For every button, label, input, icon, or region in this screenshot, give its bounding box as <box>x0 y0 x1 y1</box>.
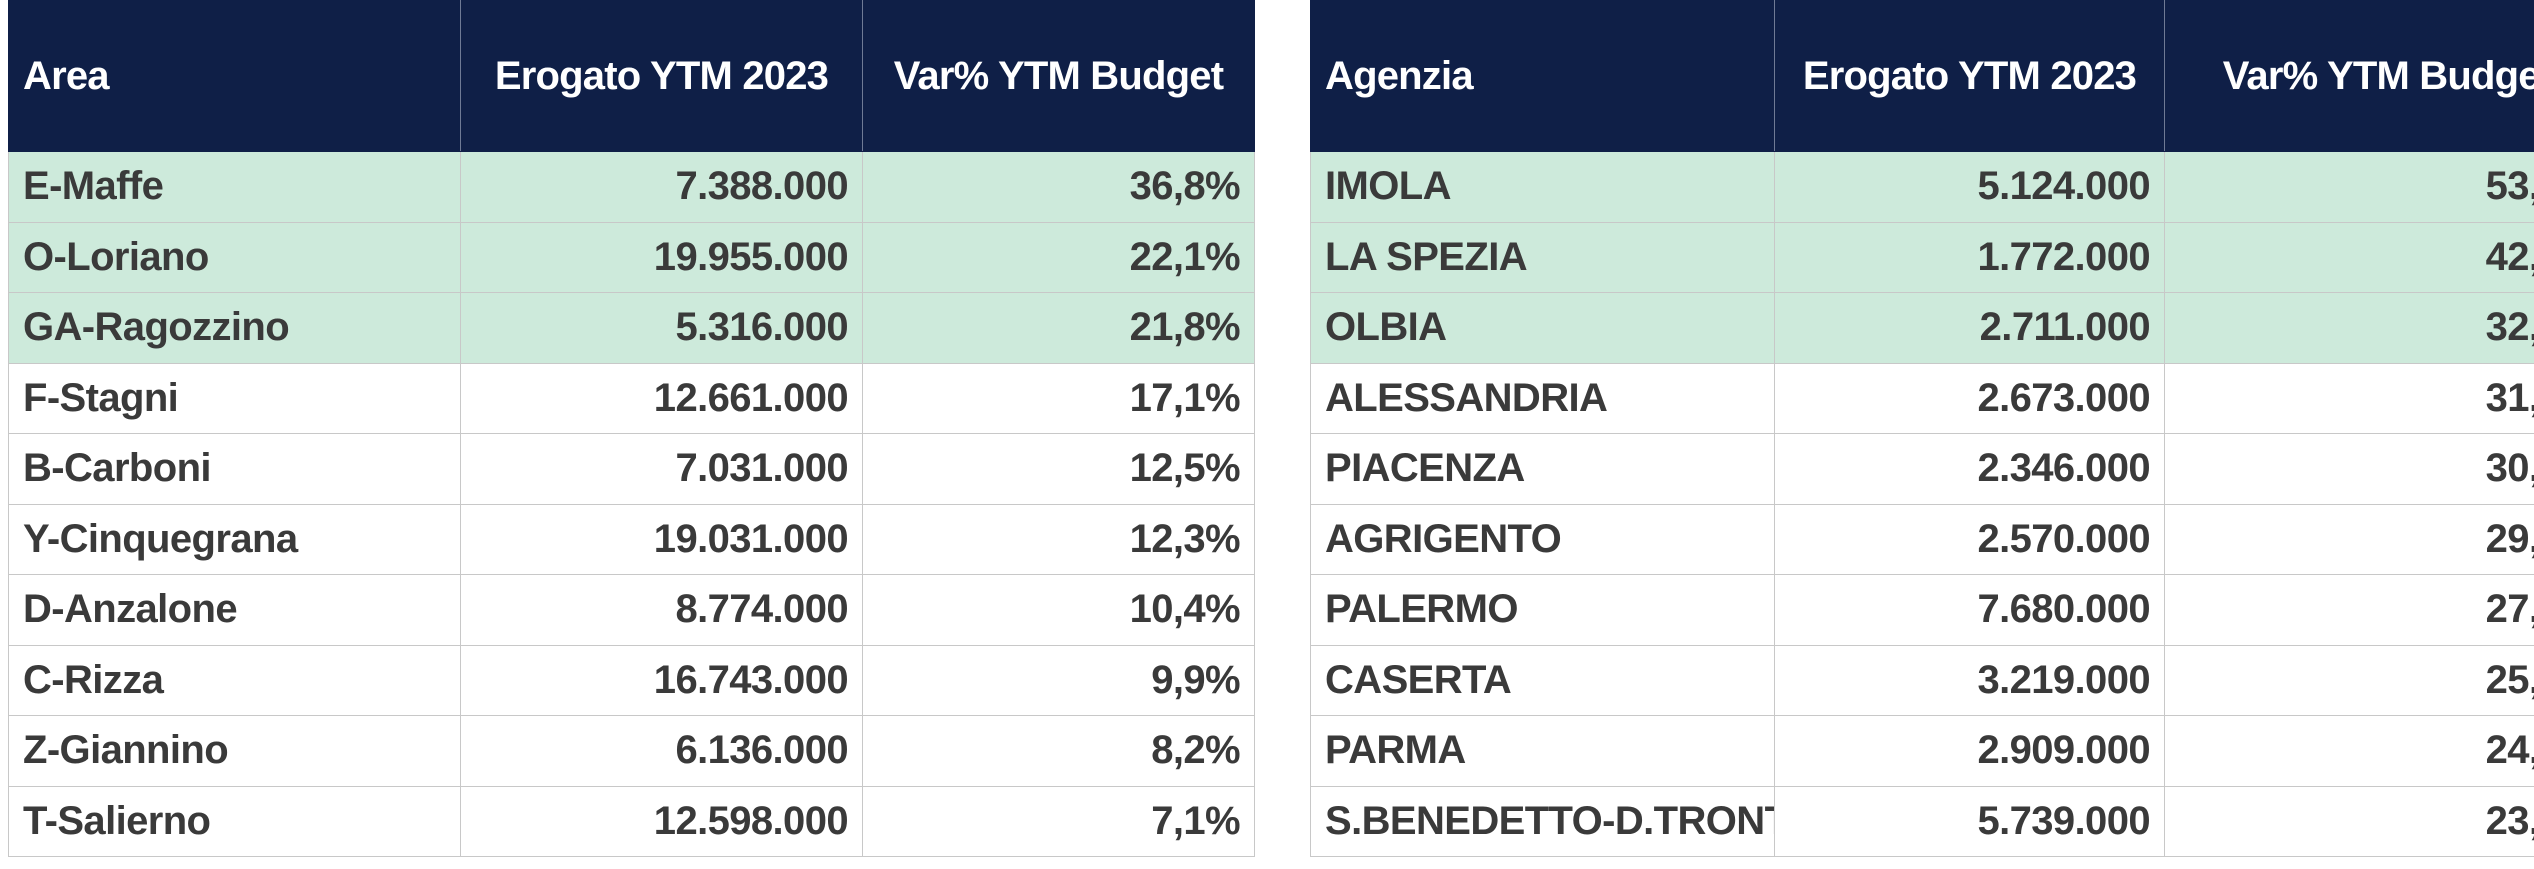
row-name-cell: AGRIGENTO <box>1310 503 1775 575</box>
row-var-cell: 12,5% <box>862 433 1255 505</box>
row-var-cell: 32,1% <box>2164 292 2534 364</box>
table-row: Y-Cinquegrana 19.031.000 12,3% <box>8 503 1255 575</box>
table-row: D-Anzalone 8.774.000 10,4% <box>8 574 1255 646</box>
row-erogato-cell: 5.316.000 <box>460 292 863 364</box>
row-erogato-cell: 19.955.000 <box>460 221 863 293</box>
agenzia-table: Agenzia Erogato YTM 2023 Var% YTM Budget… <box>1310 0 2534 857</box>
row-erogato-cell: 19.031.000 <box>460 503 863 575</box>
row-erogato-cell: 7.680.000 <box>1774 574 2165 646</box>
row-name-cell: PARMA <box>1310 715 1775 787</box>
table-row: C-Rizza 16.743.000 9,9% <box>8 644 1255 716</box>
row-var-cell: 31,7% <box>2164 362 2534 434</box>
row-name-cell: PALERMO <box>1310 574 1775 646</box>
table-row: Z-Giannino 6.136.000 8,2% <box>8 715 1255 787</box>
header-var-budget: Var% YTM Budget <box>862 0 1255 152</box>
row-erogato-cell: 1.772.000 <box>1774 221 2165 293</box>
row-erogato-cell: 6.136.000 <box>460 715 863 787</box>
row-var-cell: 17,1% <box>862 362 1255 434</box>
header-var-budget: Var% YTM Budget <box>2164 0 2534 152</box>
row-var-cell: 9,9% <box>862 644 1255 716</box>
row-var-cell: 42,8% <box>2164 221 2534 293</box>
table-row: B-Carboni 7.031.000 12,5% <box>8 433 1255 505</box>
row-erogato-cell: 2.346.000 <box>1774 433 2165 505</box>
row-name-cell: C-Rizza <box>8 644 461 716</box>
row-name-cell: IMOLA <box>1310 151 1775 223</box>
header-area: Area <box>8 0 461 152</box>
row-erogato-cell: 2.673.000 <box>1774 362 2165 434</box>
row-name-cell: O-Loriano <box>8 221 461 293</box>
row-erogato-cell: 8.774.000 <box>460 574 863 646</box>
row-name-cell: Z-Giannino <box>8 715 461 787</box>
table-row: F-Stagni 12.661.000 17,1% <box>8 362 1255 434</box>
row-name-cell: PIACENZA <box>1310 433 1775 505</box>
row-var-cell: 25,1% <box>2164 644 2534 716</box>
row-name-cell: D-Anzalone <box>8 574 461 646</box>
row-var-cell: 7,1% <box>862 785 1255 857</box>
table-row: E-Maffe 7.388.000 36,8% <box>8 151 1255 223</box>
row-erogato-cell: 3.219.000 <box>1774 644 2165 716</box>
row-erogato-cell: 12.661.000 <box>460 362 863 434</box>
row-var-cell: 12,3% <box>862 503 1255 575</box>
header-row: Agenzia Erogato YTM 2023 Var% YTM Budget <box>1310 0 2534 152</box>
row-name-cell: OLBIA <box>1310 292 1775 364</box>
row-var-cell: 10,4% <box>862 574 1255 646</box>
table-row: GA-Ragozzino 5.316.000 21,8% <box>8 292 1255 364</box>
row-name-cell: S.BENEDETTO-D.TRONTO <box>1310 785 1775 857</box>
row-erogato-cell: 12.598.000 <box>460 785 863 857</box>
row-erogato-cell: 2.711.000 <box>1774 292 2165 364</box>
row-var-cell: 8,2% <box>862 715 1255 787</box>
table-row: T-Salierno 12.598.000 7,1% <box>8 785 1255 857</box>
row-erogato-cell: 2.570.000 <box>1774 503 2165 575</box>
header-erogato: Erogato YTM 2023 <box>1774 0 2165 152</box>
agenzia-table-header: Agenzia Erogato YTM 2023 Var% YTM Budget <box>1310 0 2534 152</box>
header-agenzia: Agenzia <box>1310 0 1775 152</box>
row-name-cell: LA SPEZIA <box>1310 221 1775 293</box>
row-name-cell: Y-Cinquegrana <box>8 503 461 575</box>
row-var-cell: 36,8% <box>862 151 1255 223</box>
row-name-cell: F-Stagni <box>8 362 461 434</box>
row-name-cell: T-Salierno <box>8 785 461 857</box>
row-erogato-cell: 7.031.000 <box>460 433 863 505</box>
row-erogato-cell: 5.124.000 <box>1774 151 2165 223</box>
row-name-cell: B-Carboni <box>8 433 461 505</box>
header-erogato: Erogato YTM 2023 <box>460 0 863 152</box>
area-table-body: E-Maffe 7.388.000 36,8% O-Loriano 19.955.000… <box>8 151 1255 857</box>
row-var-cell: 27,8% <box>2164 574 2534 646</box>
row-var-cell: 23,2% <box>2164 785 2534 857</box>
row-name-cell: E-Maffe <box>8 151 461 223</box>
row-erogato-cell: 5.739.000 <box>1774 785 2165 857</box>
row-var-cell: 24,5% <box>2164 715 2534 787</box>
row-erogato-cell: 2.909.000 <box>1774 715 2165 787</box>
row-erogato-cell: 16.743.000 <box>460 644 863 716</box>
row-var-cell: 22,1% <box>862 221 1255 293</box>
table-row: O-Loriano 19.955.000 22,1% <box>8 221 1255 293</box>
row-var-cell: 29,7% <box>2164 503 2534 575</box>
row-name-cell: ALESSANDRIA <box>1310 362 1775 434</box>
row-var-cell: 21,8% <box>862 292 1255 364</box>
area-table: Area Erogato YTM 2023 Var% YTM Budget E-… <box>8 0 1255 857</box>
row-var-cell: 53,9% <box>2164 151 2534 223</box>
row-erogato-cell: 7.388.000 <box>460 151 863 223</box>
row-var-cell: 30,6% <box>2164 433 2534 505</box>
area-table-header: Area Erogato YTM 2023 Var% YTM Budget <box>8 0 1255 152</box>
header-row: Area Erogato YTM 2023 Var% YTM Budget <box>8 0 1255 152</box>
row-name-cell: GA-Ragozzino <box>8 292 461 364</box>
row-name-cell: CASERTA <box>1310 644 1775 716</box>
